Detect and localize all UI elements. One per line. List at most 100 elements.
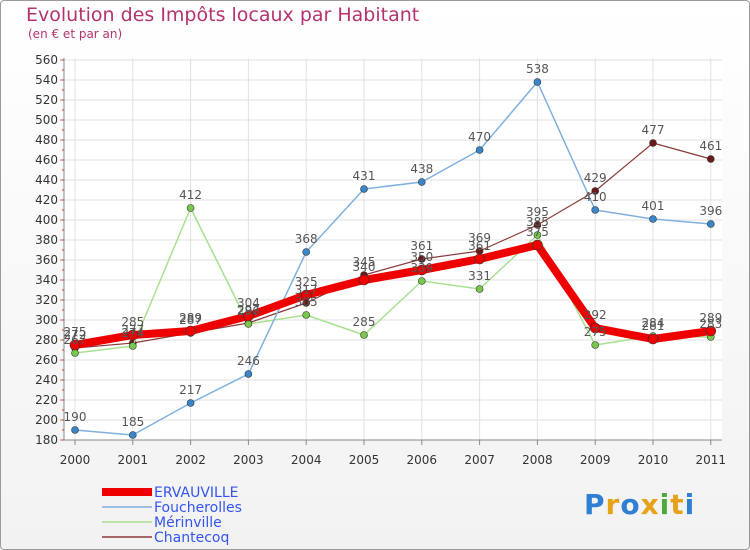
data-label-ervauville: 325 — [295, 275, 318, 289]
y-tick-label: 300 — [35, 313, 58, 327]
logo-letter: i — [659, 488, 671, 521]
y-tick-label: 260 — [35, 353, 58, 367]
logo-letter: x — [640, 488, 660, 521]
data-label-merinville: 285 — [353, 315, 376, 329]
logo-letter: o — [620, 488, 641, 521]
series-lines — [69, 78, 717, 439]
legend-label-chantecoq: Chantecoq — [154, 530, 229, 546]
y-tick-label: 440 — [35, 173, 58, 187]
data-point-ervauville — [705, 325, 717, 337]
data-point-foucherolles — [186, 399, 195, 407]
data-label-chantecoq: 317 — [295, 283, 318, 297]
data-point-ervauville — [127, 329, 139, 341]
data-label-merinville: 284 — [642, 316, 665, 330]
data-point-foucherolles — [302, 248, 311, 256]
data-point-foucherolles — [475, 146, 484, 154]
x-axis-ticks: 2000 2001 2002 2003 2004 2005 2006 2007 2008 2009… — [60, 440, 726, 467]
y-tick-label: 480 — [35, 133, 58, 147]
data-point-merinville — [417, 277, 426, 285]
legend-label-merinville: Mérinville — [154, 515, 222, 531]
chart-title: Evolution des Impôts locaux par Habitant — [26, 4, 420, 26]
data-label-ervauville: 350 — [410, 250, 433, 264]
x-tick-label: 2005 — [349, 453, 380, 467]
data-label-ervauville: 304 — [237, 296, 260, 310]
y-tick-label: 360 — [35, 253, 58, 267]
data-label-foucherolles: 401 — [642, 199, 665, 213]
data-point-ervauville — [474, 253, 485, 265]
data-label-ervauville: 281 — [642, 319, 665, 333]
data-label-merinville: 339 — [410, 261, 433, 275]
logo-letter: i — [684, 488, 696, 521]
y-tick-label: 280 — [35, 333, 58, 347]
data-point-merinville — [71, 349, 79, 357]
data-label-ervauville: 340 — [353, 260, 376, 274]
logo-letter: r — [605, 488, 621, 521]
series-line-ervauville — [71, 241, 715, 349]
axes — [63, 58, 722, 441]
x-tick-label: 2000 — [60, 453, 91, 467]
data-point-ervauville — [532, 239, 543, 251]
data-label-ervauville: 292 — [584, 308, 607, 322]
data-point-merinville — [186, 204, 195, 212]
data-point-ervauville — [243, 310, 254, 322]
data-label-merinville: 331 — [468, 269, 491, 283]
data-point-foucherolles — [417, 178, 426, 186]
y-tick-label: 240 — [35, 373, 58, 387]
data-label-foucherolles: 185 — [121, 415, 144, 429]
y-tick-label: 420 — [35, 193, 58, 207]
series-line-merinville — [74, 207, 712, 354]
data-label-ervauville: 361 — [468, 239, 491, 253]
data-point-merinville — [129, 342, 137, 350]
chart-subtitle: (en € et par an) — [28, 27, 123, 41]
data-point-merinville — [475, 285, 484, 293]
y-tick-label: 540 — [35, 73, 58, 87]
data-label-chantecoq: 297 — [237, 303, 260, 317]
data-label-chantecoq: 429 — [584, 171, 607, 185]
data-point-merinville — [591, 341, 600, 349]
data-label-foucherolles: 217 — [179, 383, 202, 397]
data-label-foucherolles: 410 — [584, 190, 607, 204]
data-label-ervauville: 289 — [179, 311, 202, 325]
x-tick-label: 2008 — [522, 453, 553, 467]
data-label-chantecoq: 361 — [410, 239, 433, 253]
x-tick-label: 2002 — [175, 453, 206, 467]
x-tick-label: 2001 — [118, 453, 149, 467]
data-point-foucherolles — [360, 185, 368, 193]
data-label-chantecoq: 395 — [526, 205, 549, 219]
data-point-foucherolles — [71, 426, 79, 434]
data-label-merinville: 275 — [584, 325, 607, 339]
legend-label-foucherolles: Foucherolles — [154, 500, 242, 516]
x-tick-label: 2009 — [580, 453, 611, 467]
data-label-ervauville: 285 — [121, 315, 144, 329]
y-tick-label: 340 — [35, 273, 58, 287]
y-tick-label: 400 — [35, 213, 58, 227]
data-label-chantecoq: 369 — [468, 231, 491, 245]
x-tick-label: 2003 — [233, 453, 264, 467]
plot-area — [64, 58, 722, 440]
data-label-merinville: 412 — [179, 188, 202, 202]
x-tick-label: 2007 — [464, 453, 495, 467]
data-label-foucherolles: 431 — [353, 169, 376, 183]
data-label-merinville: 305 — [295, 295, 318, 309]
data-label-chantecoq: 477 — [642, 123, 665, 137]
y-tick-label: 500 — [35, 113, 58, 127]
data-label-foucherolles: 470 — [468, 130, 491, 144]
x-tick-label: 2011 — [696, 453, 727, 467]
data-label-chantecoq: 345 — [353, 255, 376, 269]
data-point-chantecoq — [706, 155, 715, 163]
data-label-merinville: 267 — [64, 333, 87, 347]
data-point-ervauville — [416, 264, 428, 276]
legend: ERVAUVILLEFoucherollesMérinvilleChanteco… — [102, 485, 242, 546]
data-point-ervauville — [647, 333, 659, 345]
data-label-chantecoq: 277 — [121, 323, 144, 337]
data-point-chantecoq — [417, 255, 426, 263]
logo-letter: t — [670, 488, 685, 521]
data-point-ervauville — [69, 339, 81, 351]
data-point-merinville — [360, 331, 368, 339]
y-tick-label: 520 — [35, 93, 58, 107]
data-point-foucherolles — [533, 78, 542, 86]
x-tick-label: 2006 — [407, 453, 438, 467]
data-point-ervauville — [300, 289, 312, 301]
